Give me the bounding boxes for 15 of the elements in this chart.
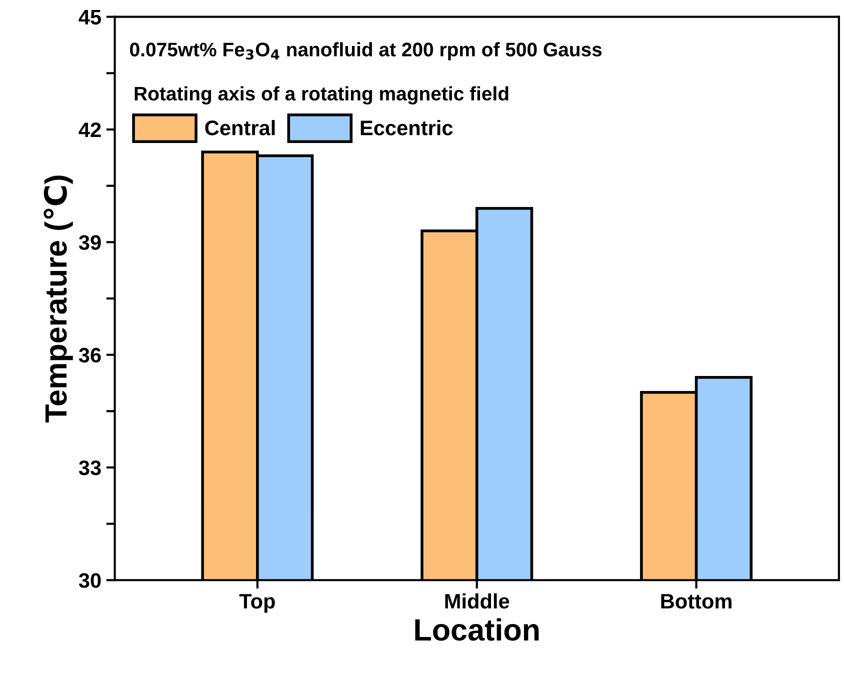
y-tick-label: 30 [78,573,101,588]
y-tick-label: 45 [78,10,102,25]
x-tick-label: Top [239,594,275,613]
y-tick-label: 36 [78,348,101,363]
x-tick-label: Middle [445,593,510,609]
y-tick-label: 42 [78,122,101,138]
x-axis-title: Location [415,618,539,641]
text: 0.075wt% Fe$_{3}$O$_{4}$ nanofluid at 200 rpm of 500 Gauss [130,42,602,60]
y-tick-label: 39 [78,235,101,250]
legend-label: Central [205,120,275,136]
y-axis-title: Temperature (℃) [44,176,73,422]
y-tick-label: 33 [78,460,101,476]
x-tick-label: Bottom [661,594,732,609]
legend-label: Eccentric [360,120,453,136]
legend-title: Rotating axis of a rotating magnetic field [134,86,508,104]
